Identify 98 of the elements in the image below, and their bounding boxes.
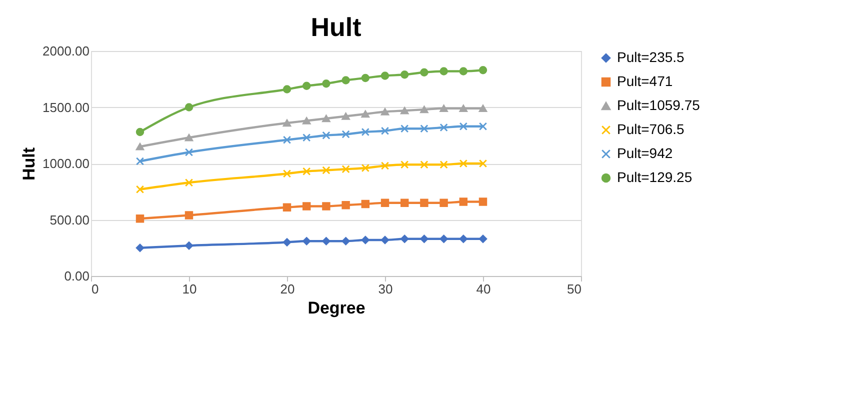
point <box>322 237 330 246</box>
point <box>478 234 488 243</box>
x-tick-label: 0 <box>92 282 99 296</box>
point <box>302 134 311 142</box>
point <box>342 112 350 120</box>
point <box>342 237 350 246</box>
x-tick-label: 40 <box>476 282 491 296</box>
point <box>440 198 448 207</box>
point <box>420 68 428 76</box>
point <box>302 202 311 210</box>
x-axis-title: Degree <box>308 298 366 318</box>
x-tick-label: 20 <box>280 282 295 296</box>
point <box>342 130 350 138</box>
legend-label: Pult=1059.75 <box>617 97 700 113</box>
point <box>282 238 292 246</box>
point <box>282 85 292 94</box>
point <box>459 234 468 243</box>
point <box>184 134 194 142</box>
x-tick-label: 30 <box>378 282 393 296</box>
point <box>361 128 370 136</box>
point <box>361 200 370 208</box>
legend-label: Pult=129.25 <box>617 169 692 185</box>
point <box>302 82 311 90</box>
point <box>282 119 292 127</box>
y-tick-label: 2000.00 <box>42 44 90 58</box>
point <box>380 162 390 170</box>
legend-label: Pult=235.5 <box>617 49 685 65</box>
point <box>342 76 350 84</box>
point <box>380 126 390 135</box>
point <box>136 185 144 194</box>
point <box>380 236 390 244</box>
point <box>440 67 448 76</box>
point <box>342 201 350 210</box>
point <box>478 122 488 130</box>
point <box>361 110 370 118</box>
point <box>361 74 370 82</box>
point <box>136 128 144 136</box>
point <box>420 234 428 243</box>
point <box>400 198 409 207</box>
y-tick-label: 500.00 <box>50 212 90 228</box>
point <box>459 198 468 206</box>
point <box>380 72 390 80</box>
point <box>459 159 468 168</box>
point <box>322 202 330 210</box>
point <box>380 198 390 207</box>
point <box>184 178 194 187</box>
point <box>400 234 409 243</box>
point <box>282 203 292 212</box>
point <box>459 67 468 76</box>
point <box>342 165 350 174</box>
point <box>322 114 330 122</box>
point <box>440 234 448 243</box>
chart-title: Hult <box>310 12 362 42</box>
y-tick-label: 0.00 <box>64 268 90 284</box>
point <box>302 167 311 176</box>
point <box>322 166 330 174</box>
point <box>420 106 428 114</box>
y-tick-label: 1500.00 <box>42 100 90 115</box>
point <box>440 160 448 169</box>
point <box>322 80 330 88</box>
point <box>136 244 144 252</box>
x-tick-label: 10 <box>182 282 197 296</box>
point <box>322 131 330 140</box>
point <box>380 108 390 116</box>
point <box>420 198 428 207</box>
point <box>184 148 194 156</box>
legend-label: Pult=706.5 <box>617 121 685 137</box>
legend-label: Pult=942 <box>617 145 673 161</box>
point <box>400 124 409 133</box>
point <box>302 237 311 246</box>
point <box>361 236 370 244</box>
point <box>478 66 488 74</box>
point <box>400 70 409 79</box>
point <box>184 211 194 220</box>
point <box>440 104 448 112</box>
point <box>184 242 194 250</box>
point <box>136 157 144 166</box>
point <box>302 117 311 124</box>
point <box>478 159 488 168</box>
point <box>184 103 194 112</box>
point <box>478 198 488 206</box>
point <box>478 104 488 112</box>
point <box>459 122 468 130</box>
point <box>400 160 409 169</box>
point <box>282 170 292 178</box>
point <box>361 164 370 172</box>
point <box>440 123 448 132</box>
point <box>282 136 292 144</box>
point <box>136 214 144 223</box>
y-tick-label: 1000.00 <box>42 156 90 171</box>
y-axis-title: Hult <box>20 147 39 181</box>
x-tick-label: 50 <box>567 282 582 296</box>
legend-label: Pult=471 <box>617 73 673 89</box>
point <box>136 142 144 150</box>
point <box>400 106 409 114</box>
point <box>459 104 468 112</box>
point <box>420 124 428 133</box>
point <box>420 160 428 169</box>
